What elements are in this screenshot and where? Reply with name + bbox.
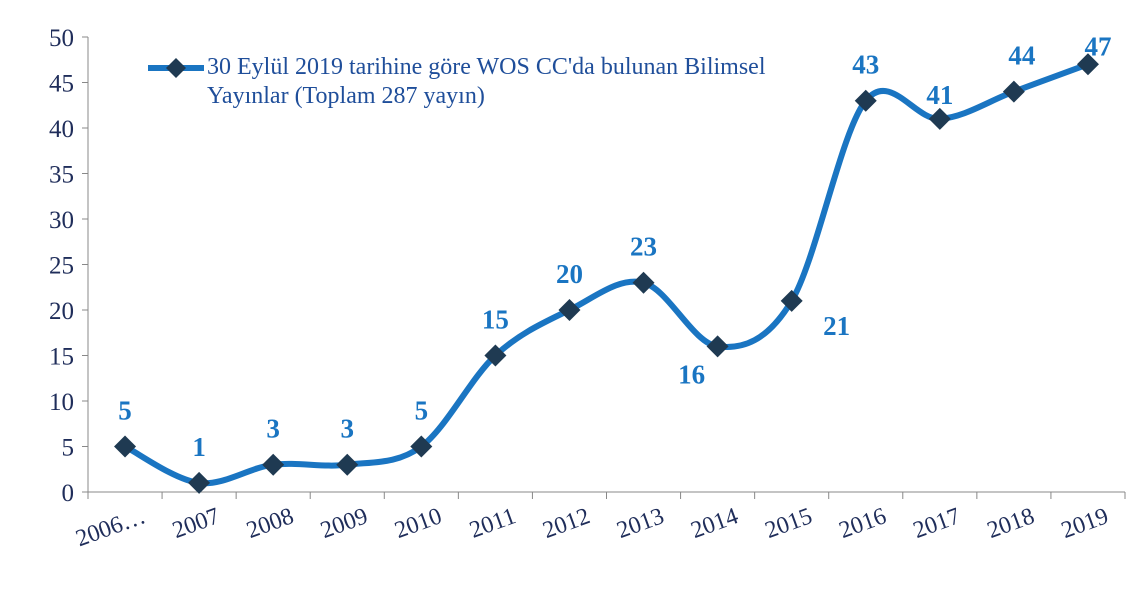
y-tick-label: 0: [62, 480, 75, 507]
data-label: 15: [482, 305, 509, 335]
data-label: 21: [823, 311, 850, 341]
y-tick-label: 20: [49, 298, 74, 325]
x-tick-label: 2008: [243, 503, 297, 544]
marker: [262, 453, 285, 476]
x-tick-label: 2016: [836, 503, 890, 544]
x-tick-label: 2006…: [73, 503, 150, 552]
marker: [484, 344, 507, 367]
marker: [706, 335, 729, 358]
marker: [1076, 53, 1099, 76]
data-label: 3: [341, 414, 355, 444]
y-tick-label: 45: [49, 71, 74, 98]
x-tick-label: 2011: [466, 503, 519, 544]
marker: [928, 107, 951, 130]
data-label: 16: [678, 359, 705, 389]
marker: [632, 271, 655, 294]
data-label: 41: [926, 80, 953, 110]
y-tick-label: 30: [49, 207, 74, 234]
x-tick-label: 2010: [391, 503, 445, 544]
data-label: 43: [852, 50, 879, 80]
x-tick-label: 2009: [317, 503, 371, 544]
y-tick-label: 15: [49, 344, 74, 371]
data-label: 1: [192, 432, 206, 462]
data-label: 5: [118, 396, 132, 426]
y-tick-label: 40: [49, 116, 74, 143]
data-label: 23: [630, 232, 657, 262]
marker: [558, 299, 581, 321]
x-tick-label: 2014: [688, 503, 742, 544]
x-tick-label: 2017: [910, 503, 964, 544]
marker: [336, 453, 359, 476]
legend-swatch-marker: [166, 58, 186, 78]
x-tick-label: 2018: [984, 503, 1038, 544]
data-label: 47: [1084, 31, 1111, 61]
data-label: 5: [415, 396, 429, 426]
marker: [854, 89, 877, 112]
marker: [410, 435, 433, 458]
y-tick-label: 50: [49, 25, 74, 52]
y-tick-label: 5: [62, 435, 75, 462]
x-tick-label: 2012: [540, 503, 594, 544]
x-tick-label: 2015: [762, 503, 816, 544]
data-label: 44: [1008, 41, 1035, 71]
data-label: 3: [266, 414, 280, 444]
x-tick-label: 2007: [169, 503, 223, 544]
y-tick-label: 25: [49, 253, 74, 280]
series-line: [123, 61, 1089, 487]
marker: [188, 471, 211, 494]
marker: [114, 435, 137, 458]
data-label: 20: [556, 259, 583, 289]
x-tick-label: 2019: [1058, 503, 1112, 544]
y-tick-label: 10: [49, 389, 74, 416]
marker: [780, 289, 803, 312]
legend-label: 30 Eylül 2019 tarihine göre WOS CC'da bu…: [207, 54, 766, 109]
x-tick-label: 2013: [614, 503, 668, 544]
marker: [1002, 80, 1025, 103]
y-tick-label: 35: [49, 162, 74, 189]
